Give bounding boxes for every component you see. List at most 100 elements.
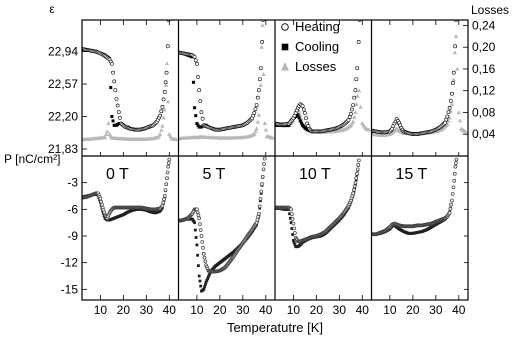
losses-point xyxy=(449,102,455,106)
polarization-heating-point xyxy=(450,192,455,196)
polarization-heating-point xyxy=(355,171,359,176)
field-label: 15 T xyxy=(396,166,428,183)
polarization-heating-point xyxy=(164,182,169,186)
heating-point xyxy=(252,111,257,115)
heating-point xyxy=(200,116,205,121)
polarization-heating-point xyxy=(447,211,452,215)
heating-point xyxy=(447,105,452,110)
polarization-cooling-point xyxy=(196,253,200,257)
heating-point xyxy=(254,103,259,108)
cooling-point xyxy=(109,86,113,90)
polarization-heating-point xyxy=(162,194,167,198)
polarization-heating-point xyxy=(201,251,206,256)
losses-tick-label: 0,24 xyxy=(472,18,496,32)
polarization-heating-point xyxy=(450,198,454,203)
polarization-cooling-point xyxy=(206,275,210,279)
losses-point xyxy=(452,50,458,55)
heating-point xyxy=(113,88,118,93)
heating-point xyxy=(193,58,198,63)
polarization-heating-point xyxy=(255,217,260,222)
x-tick-label: 10 xyxy=(287,303,301,317)
heating-point xyxy=(351,103,356,108)
heating-point xyxy=(198,99,203,104)
cooling-point xyxy=(194,114,198,118)
polarization-axis-label: P [nC/cm²] xyxy=(4,152,60,166)
losses-point xyxy=(353,110,358,115)
heating-point xyxy=(165,44,170,49)
cooling-point xyxy=(299,121,303,125)
top-panel-3 xyxy=(275,20,372,134)
legend-losses-marker xyxy=(281,62,289,71)
top-panel-4 xyxy=(371,20,468,137)
heating-point xyxy=(116,110,121,115)
heating-point xyxy=(257,88,261,93)
heating-point xyxy=(109,61,114,66)
epsilon-tick-label: 21,83 xyxy=(48,142,78,156)
polarization-heating-point xyxy=(196,213,201,218)
losses-point xyxy=(455,66,460,71)
heating-point xyxy=(115,103,120,108)
bottom-panel-1 xyxy=(82,157,172,222)
polarization-heating-point xyxy=(259,189,264,194)
x-tick-label: 10 xyxy=(190,303,204,317)
losses-point xyxy=(159,127,164,132)
heating-point xyxy=(445,114,450,119)
polarization-heating-point xyxy=(98,196,103,201)
heating-point xyxy=(300,104,305,108)
polarization-heating-point xyxy=(452,171,457,176)
x-tick-label: 30 xyxy=(236,303,250,317)
polarization-tick-label: -3 xyxy=(67,176,78,190)
heating-point xyxy=(260,40,265,44)
top-row-epsilon-losses xyxy=(82,20,468,156)
polarization-tick-label: -9 xyxy=(67,229,78,243)
polarization-cooling-point xyxy=(291,239,295,242)
losses-point xyxy=(358,104,363,109)
heating-point xyxy=(164,70,169,75)
losses-tick-label: 0,16 xyxy=(472,62,496,76)
legend-label: Losses xyxy=(295,59,337,74)
heating-point xyxy=(353,88,358,93)
legend-heating-marker xyxy=(281,23,289,31)
polarization-heating-point xyxy=(256,214,261,219)
polarization-cooling-point xyxy=(202,287,206,291)
polarization-heating-point xyxy=(160,203,165,208)
heating-point xyxy=(253,107,258,111)
losses-tick-label: 0,08 xyxy=(472,105,496,119)
heating-point xyxy=(348,111,353,116)
heating-point xyxy=(111,70,115,75)
losses-point xyxy=(255,119,260,124)
polarization-heating-point xyxy=(454,157,459,162)
losses-point xyxy=(262,121,268,125)
losses-point xyxy=(352,114,357,119)
polarization-heating-point xyxy=(289,212,294,216)
losses-point xyxy=(260,23,265,28)
losses-point xyxy=(445,122,450,127)
legend-label: Cooling xyxy=(295,39,339,54)
axis-labels: ε Losses P [nC/cm²] Temperatutre [K] xyxy=(4,2,509,335)
polarization-heating-point xyxy=(291,221,296,226)
losses-point xyxy=(106,121,111,125)
x-tick-label: 30 xyxy=(333,303,347,317)
polarization-tick-label: -6 xyxy=(67,202,78,216)
losses-point xyxy=(157,131,163,136)
heating-point xyxy=(347,115,352,119)
heating-point xyxy=(355,66,360,71)
polarization-heating-point xyxy=(195,207,199,212)
polarization-tick-label: -15 xyxy=(61,282,79,296)
polarization-cooling-point xyxy=(207,273,211,277)
legend: Heating Cooling Losses xyxy=(281,19,340,74)
polarization-heating-point xyxy=(453,164,458,169)
heating-point xyxy=(192,54,197,59)
losses-axis-label: Losses xyxy=(471,3,509,17)
polarization-cooling-point xyxy=(288,212,291,216)
polarization-heating-point xyxy=(290,216,295,221)
bottom-panel-3 xyxy=(275,158,361,249)
heating-point xyxy=(194,61,199,66)
losses-point xyxy=(258,82,263,87)
polarization-heating-point xyxy=(203,259,208,264)
polarization-cooling-point xyxy=(290,227,294,230)
losses-point xyxy=(456,110,462,115)
heating-point xyxy=(448,98,453,103)
heating-point xyxy=(163,80,168,85)
polarization-heating-point xyxy=(292,226,296,231)
